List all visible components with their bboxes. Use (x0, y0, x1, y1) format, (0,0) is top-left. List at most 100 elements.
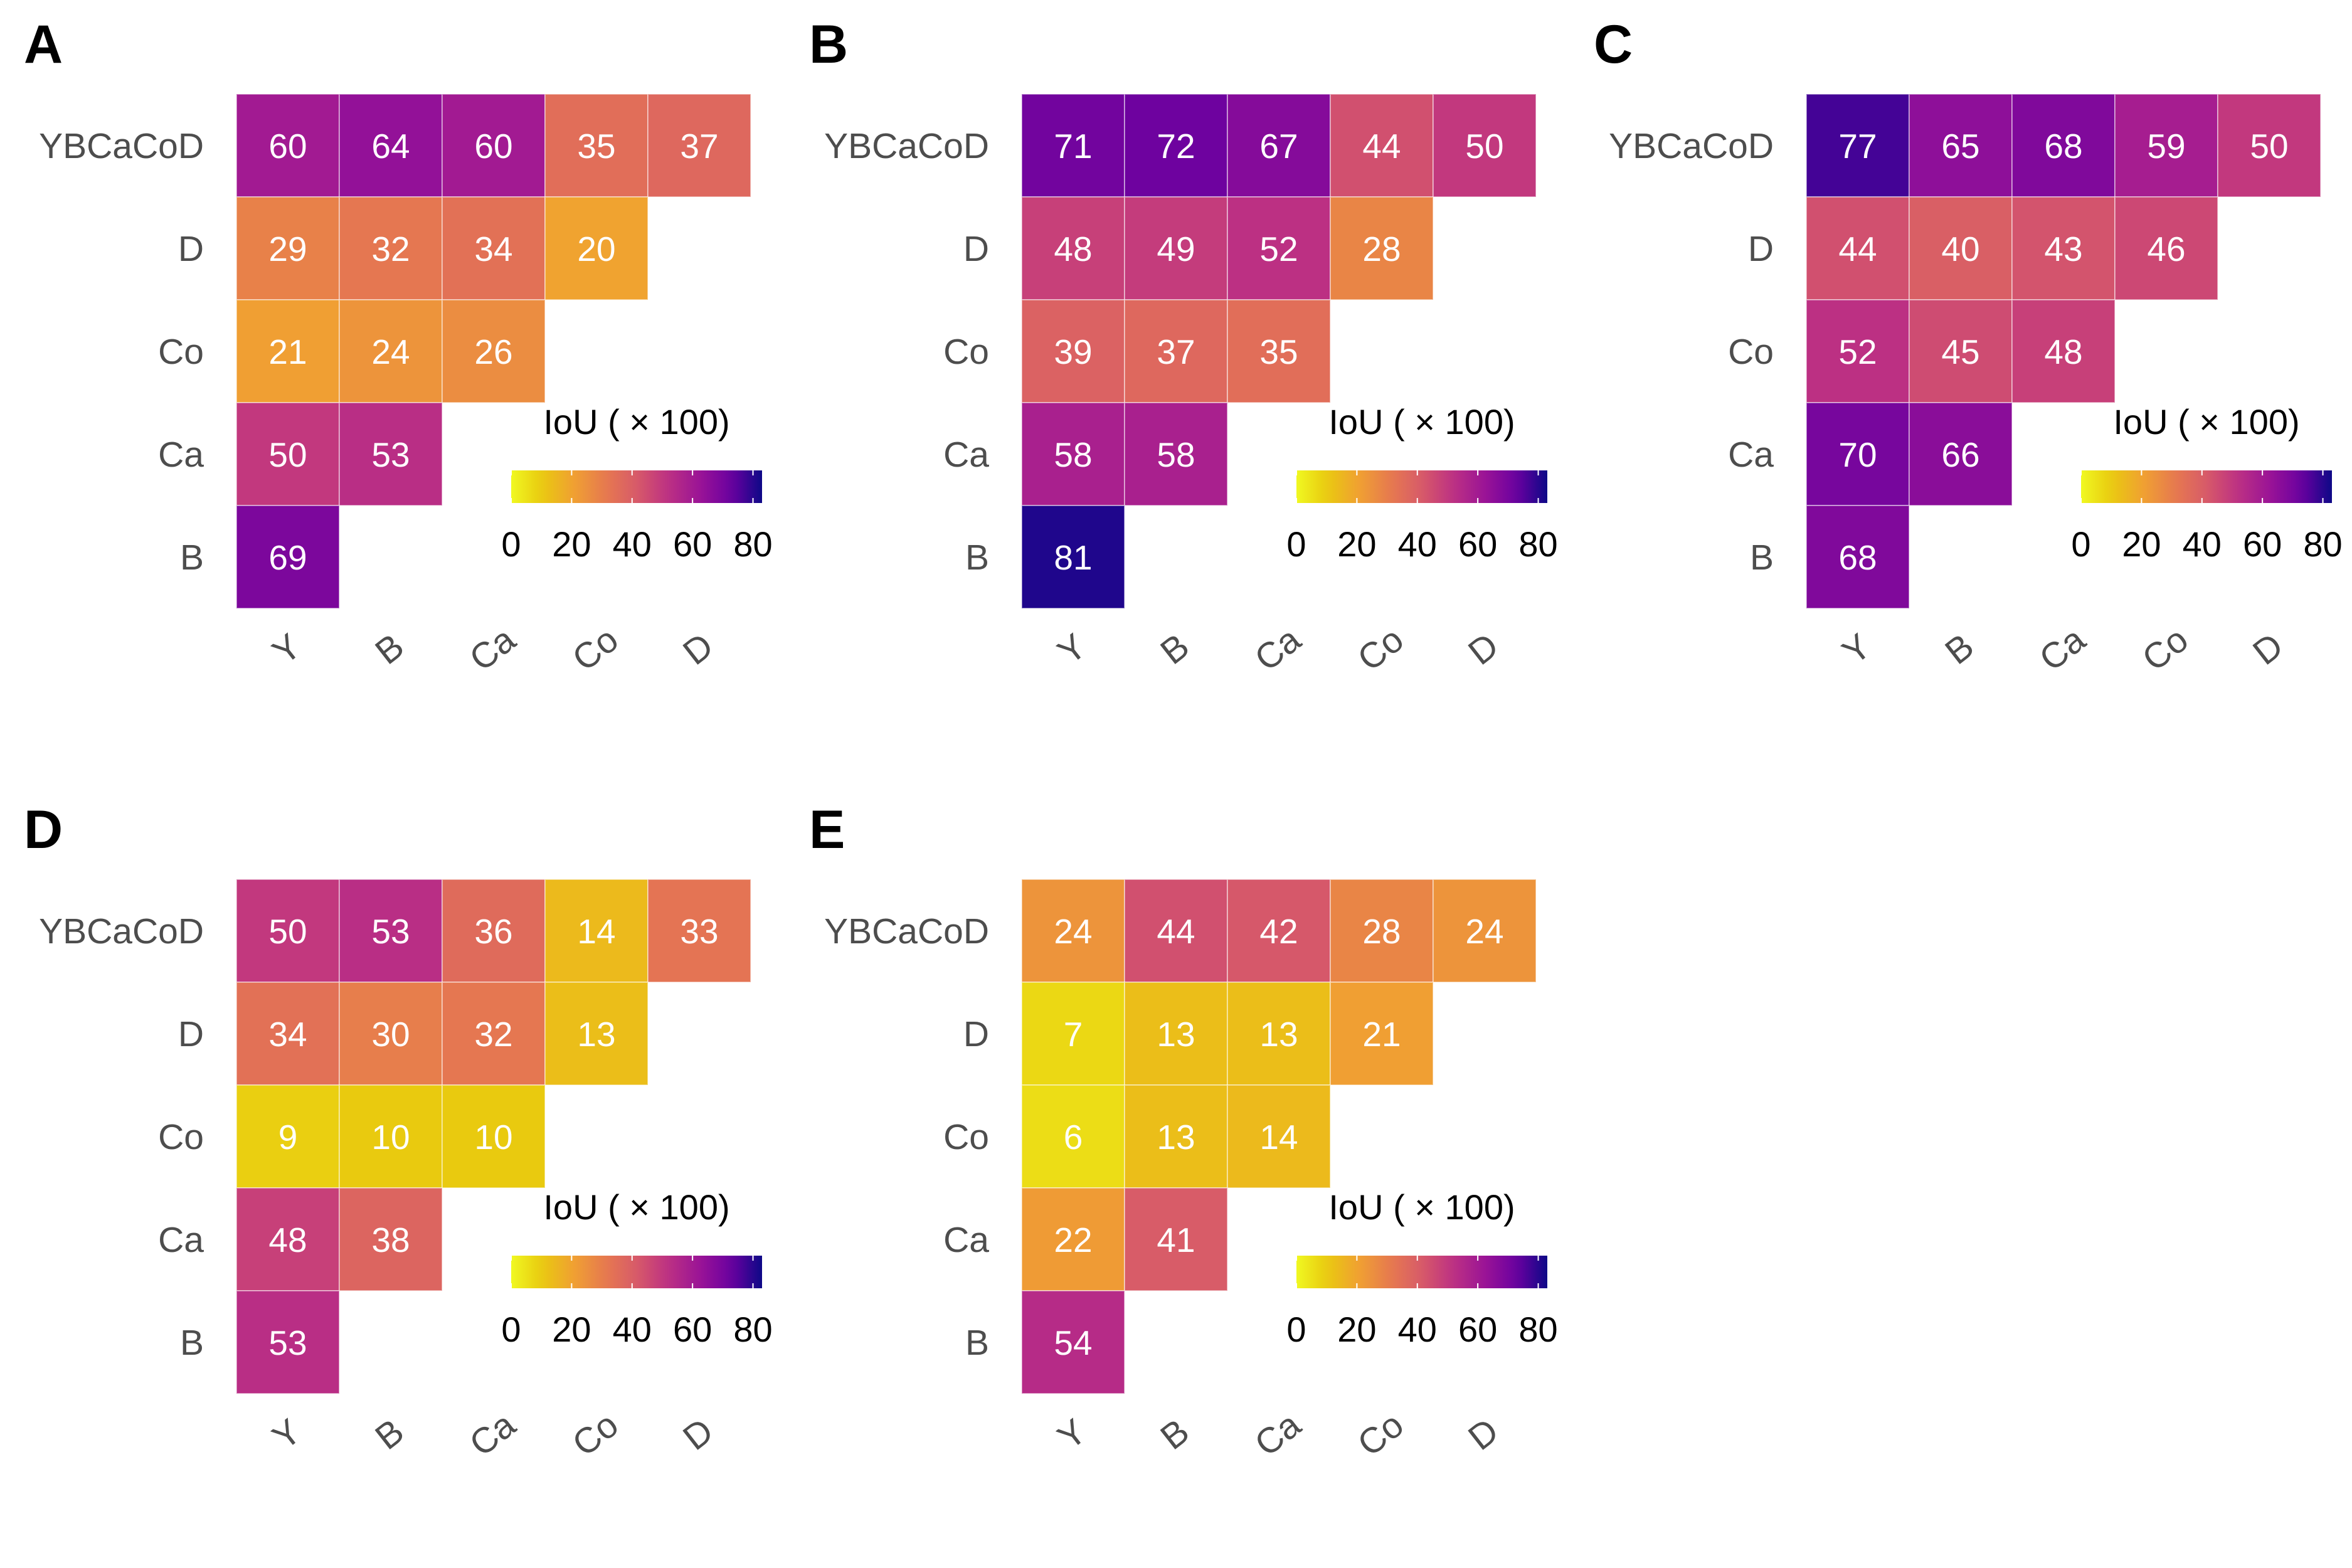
row-label: D (178, 229, 204, 269)
cell-value-label: 24 (371, 332, 410, 371)
heatmap-cell (236, 299, 340, 403)
row-label: Ca (158, 435, 204, 475)
column-label: B (368, 1411, 411, 1458)
heatmap-cell (1124, 982, 1228, 1086)
cell-value-label: 35 (577, 127, 615, 166)
cell-value-label: 28 (1362, 912, 1401, 951)
cell-value-label: 37 (680, 127, 718, 166)
legend-title: IoU ( × 100) (1328, 1187, 1515, 1227)
cell-value-label: 42 (1259, 912, 1298, 951)
heatmap-cell (1021, 1290, 1125, 1394)
cell-value-label: 44 (1362, 127, 1401, 166)
legend-title: IoU ( × 100) (2113, 402, 2299, 442)
legend-title: IoU ( × 100) (543, 1187, 729, 1227)
legend-tick-label: 80 (1518, 1310, 1557, 1349)
panel-letter: A (24, 14, 63, 75)
cell-value-label: 13 (1157, 1015, 1195, 1054)
cell-value-label: 9 (278, 1118, 298, 1157)
heatmap-cell (442, 299, 546, 403)
legend-title: IoU ( × 100) (1328, 402, 1515, 442)
cell-value-label: 10 (371, 1118, 410, 1157)
cell-value-label: 45 (1941, 332, 1979, 371)
column-label: Y (265, 1411, 309, 1458)
row-label: B (180, 1323, 204, 1363)
legend-colorbar (511, 470, 762, 503)
legend-title: IoU ( × 100) (543, 402, 729, 442)
legend-tick-label: 0 (501, 1310, 521, 1349)
cell-value-label: 50 (268, 435, 307, 474)
heatmap-cell (442, 879, 546, 983)
heatmap-cell (1806, 299, 1910, 403)
legend-tick-label: 40 (613, 524, 652, 564)
heatmap-cell (2011, 196, 2116, 300)
column-label: Co (565, 1404, 626, 1464)
column-label: Y (265, 626, 309, 672)
row-label: Co (943, 332, 989, 372)
legend-tick-label: 60 (1458, 1310, 1497, 1349)
row-label: YBCaCoD (1609, 126, 1774, 166)
cell-value-label: 34 (268, 1015, 307, 1054)
cell-value-label: 50 (268, 912, 307, 951)
legend-tick-label: 80 (2303, 524, 2342, 564)
cell-value-label: 30 (371, 1015, 410, 1054)
heatmap-cell (1330, 93, 1434, 198)
cell-value-label: 43 (2044, 230, 2082, 268)
cell-value-label: 21 (268, 332, 307, 371)
heatmap-cell (1124, 1084, 1228, 1189)
heatmap-cell (1806, 505, 1910, 609)
legend-tick-label: 20 (2122, 524, 2161, 564)
row-label: B (965, 538, 989, 578)
legend-tick-label: 80 (733, 1310, 772, 1349)
heatmap-cell (1806, 196, 1910, 300)
heatmap-cell (236, 1187, 340, 1291)
legend-colorbar (1296, 1256, 1547, 1288)
cell-value-label: 7 (1064, 1015, 1083, 1054)
heatmap-cell (1806, 93, 1910, 198)
cell-value-label: 24 (1054, 912, 1092, 951)
heatmap-cell (236, 402, 340, 506)
legend-tick-label: 40 (1398, 524, 1437, 564)
panel-letter: E (809, 800, 845, 860)
row-label: YBCaCoD (824, 126, 989, 166)
cell-value-label: 71 (1054, 127, 1092, 166)
column-label: B (1153, 1411, 1197, 1458)
cell-value-label: 48 (268, 1221, 307, 1259)
cell-value-label: 70 (1838, 435, 1877, 474)
row-label: D (963, 229, 989, 269)
cell-value-label: 41 (1157, 1221, 1195, 1259)
cell-value-label: 53 (371, 912, 410, 951)
legend-colorbar (511, 1256, 762, 1288)
legend-tick-label: 40 (613, 1310, 652, 1349)
cell-value-label: 38 (371, 1221, 410, 1259)
row-label: D (1748, 229, 1774, 269)
legend-tick-label: 40 (1398, 1310, 1437, 1349)
cell-value-label: 52 (1259, 230, 1298, 268)
heatmap-cell (2114, 196, 2218, 300)
heatmap-cell (647, 879, 751, 983)
cell-value-label: 68 (1838, 538, 1877, 577)
cell-value-label: 53 (268, 1323, 307, 1362)
cell-value-label: 48 (1054, 230, 1092, 268)
heatmap-cell (236, 93, 340, 198)
heatmap-cell (1330, 879, 1434, 983)
column-label: Ca (462, 619, 523, 679)
cell-value-label: 32 (474, 1015, 512, 1054)
heatmap-cell (2217, 93, 2321, 198)
cell-value-label: 28 (1362, 230, 1401, 268)
legend-tick-label: 60 (1458, 524, 1497, 564)
heatmap-cell (339, 982, 443, 1086)
cell-value-label: 60 (268, 127, 307, 166)
cell-value-label: 52 (1838, 332, 1877, 371)
heatmap-cell (236, 1290, 340, 1394)
heatmap-cell (1433, 93, 1537, 198)
cell-value-label: 37 (1157, 332, 1195, 371)
cell-value-label: 34 (474, 230, 512, 268)
cell-value-label: 26 (474, 332, 512, 371)
column-label: Co (1350, 619, 1411, 679)
heatmap-cell (236, 982, 340, 1086)
